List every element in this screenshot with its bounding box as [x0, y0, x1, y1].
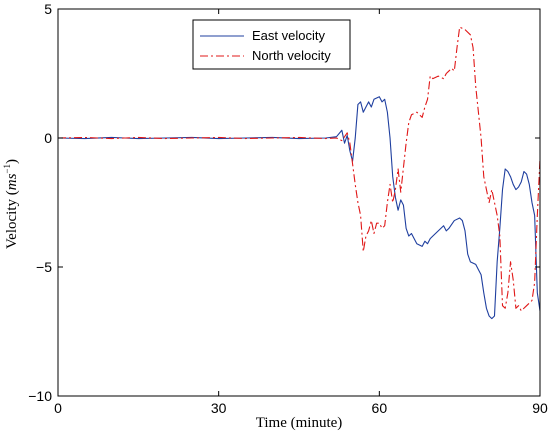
- series-layer: [57, 26, 541, 320]
- x-tick-label: 30: [211, 400, 227, 416]
- legend: East velocity North velocity: [192, 19, 351, 70]
- x-tick-label: 0: [54, 400, 62, 416]
- x-tick-label: 60: [372, 400, 388, 416]
- legend-label-east: East velocity: [252, 28, 325, 43]
- legend-box: [192, 19, 351, 70]
- north-velocity-line: [57, 26, 541, 312]
- y-tick-label: 0: [44, 130, 52, 146]
- east-velocity-line: [57, 96, 541, 320]
- y-axis-label-close: ): [4, 159, 20, 164]
- y-axis-label-exponent: −1: [2, 164, 12, 174]
- plot-frame: [57, 8, 541, 397]
- y-axis-label: Velocity (ms−1): [2, 159, 20, 249]
- x-tick-label: 90: [532, 400, 548, 416]
- ticks: 0 30 60 90 −10 −5 0 5: [28, 1, 548, 416]
- y-tick-label: −10: [28, 388, 52, 404]
- x-axis-label: Time (minute): [256, 415, 343, 431]
- y-axis-label-unit: ms: [4, 173, 20, 190]
- y-axis-label-main: Velocity (: [4, 190, 20, 249]
- legend-label-north: North velocity: [252, 48, 331, 63]
- y-tick-label: 5: [44, 1, 52, 17]
- y-tick-label: −5: [36, 259, 52, 275]
